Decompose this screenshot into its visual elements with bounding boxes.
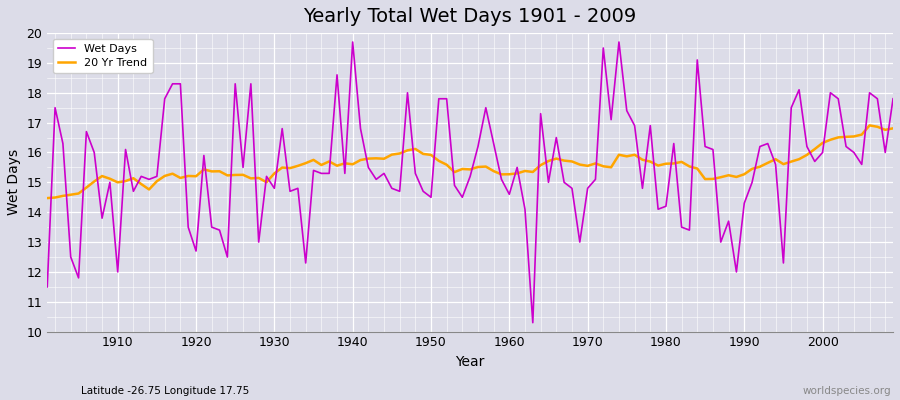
Text: worldspecies.org: worldspecies.org [803, 386, 891, 396]
Legend: Wet Days, 20 Yr Trend: Wet Days, 20 Yr Trend [53, 39, 153, 73]
Wet Days [504, 192, 515, 197]
Wet Days [41, 284, 52, 289]
20 Yr Trend [104, 176, 115, 181]
20 Yr Trend [598, 164, 608, 169]
Wet Days [887, 96, 898, 101]
Title: Yearly Total Wet Days 1901 - 2009: Yearly Total Wet Days 1901 - 2009 [303, 7, 637, 26]
Line: 20 Yr Trend: 20 Yr Trend [47, 126, 893, 198]
20 Yr Trend [864, 123, 875, 128]
20 Yr Trend [887, 126, 898, 131]
20 Yr Trend [324, 159, 335, 164]
20 Yr Trend [496, 172, 507, 177]
X-axis label: Year: Year [455, 355, 485, 369]
Wet Days [527, 320, 538, 325]
Wet Days [512, 165, 523, 170]
20 Yr Trend [277, 165, 288, 170]
Wet Days [277, 126, 288, 131]
Wet Days [104, 180, 115, 185]
Wet Days [347, 40, 358, 44]
20 Yr Trend [504, 172, 515, 177]
Text: Latitude -26.75 Longitude 17.75: Latitude -26.75 Longitude 17.75 [81, 386, 249, 396]
Y-axis label: Wet Days: Wet Days [7, 149, 21, 216]
20 Yr Trend [41, 196, 52, 200]
Wet Days [614, 40, 625, 44]
Wet Days [324, 171, 335, 176]
Line: Wet Days: Wet Days [47, 42, 893, 323]
